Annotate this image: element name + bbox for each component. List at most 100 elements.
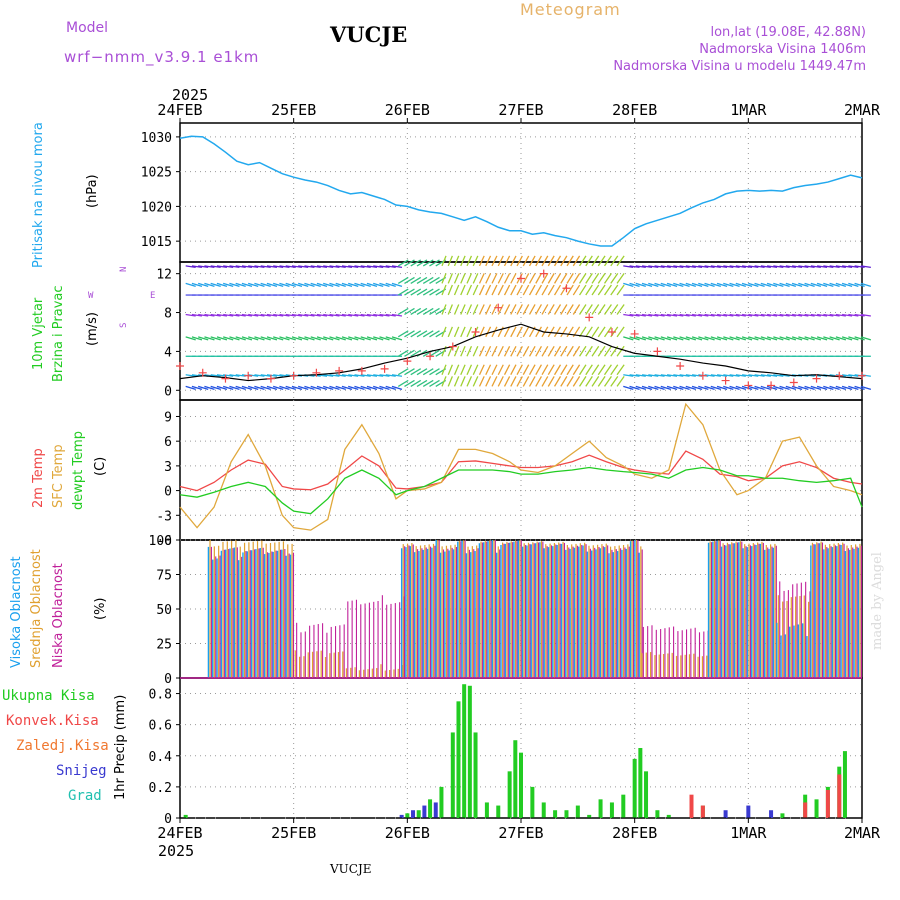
wind-arrow [216, 385, 228, 391]
wind-arrow [185, 282, 196, 288]
wind-arrow [754, 313, 765, 317]
y-tick-label: 1020 [141, 200, 172, 215]
wind-arrow [691, 313, 703, 317]
wind-arrow [453, 304, 460, 315]
wind-arrow [685, 265, 696, 269]
wind-arrow [460, 326, 466, 338]
wind-arrow [741, 374, 753, 377]
wind-arrow [410, 259, 422, 267]
wind-arrow [823, 282, 834, 288]
wind-arrow [404, 330, 415, 338]
wind-arrow [404, 368, 415, 376]
wind-arrow [441, 376, 447, 387]
pressure-unit-label: (hPa) [85, 174, 100, 208]
wind-arrow [716, 385, 728, 391]
wind-arrow [741, 336, 753, 341]
wind-arrow [266, 282, 278, 288]
wind-arrow [472, 376, 479, 387]
wind-arrow [623, 336, 634, 341]
wind-arrow [823, 313, 834, 317]
wind-arrow [673, 282, 684, 288]
wind-arrow [441, 255, 447, 267]
wind-arrow [610, 376, 619, 387]
wind-arrow [666, 385, 678, 391]
wind-arrow [660, 336, 671, 341]
wind-arrow [547, 304, 555, 315]
wind-arrow [860, 313, 871, 317]
wind-arrow [685, 313, 696, 317]
wind-arrow [298, 282, 309, 288]
wind-arrow [641, 282, 653, 288]
wind-arrow [229, 385, 240, 391]
wind-arrow [323, 385, 334, 391]
wind-arrow [241, 282, 253, 288]
wind-arrow [572, 345, 581, 357]
precip-bar [803, 802, 808, 818]
wind-arrow [760, 385, 772, 391]
wind-arrow [629, 385, 640, 391]
y-tick-label: 0.8 [149, 688, 172, 703]
wind-arrow [335, 336, 346, 341]
wind-arrow [491, 255, 498, 267]
wind-arrow [791, 336, 803, 341]
wind-arrow [535, 255, 543, 267]
wind-arrow [760, 265, 771, 269]
wind-arrow [223, 265, 234, 269]
wind-arrow [785, 265, 796, 269]
wind-arrow [835, 336, 847, 341]
x-tick-label-top: 1MAR [730, 101, 767, 119]
wind-arrow [310, 265, 321, 269]
wind-arrow [516, 376, 523, 387]
wind-arrow [848, 385, 859, 391]
wind-arrow [547, 255, 555, 267]
wind-arrow [460, 364, 466, 375]
y-tick-label: 4 [164, 345, 172, 360]
compass-west: W [88, 291, 94, 301]
wind-arrow [397, 349, 409, 357]
wind-arrow [773, 265, 784, 269]
precip-bar [746, 805, 751, 818]
wind-arrow [585, 273, 593, 284]
wind-gust-marker [426, 352, 435, 361]
precip-bar [484, 802, 489, 818]
wind-arrow [216, 265, 228, 269]
wind-arrow [366, 374, 378, 377]
wind-arrow [472, 284, 479, 296]
x-tick-label-bottom: 2MAR [844, 824, 881, 842]
precip-bar [655, 810, 660, 818]
wind-arrow [266, 374, 278, 377]
wind-gust-marker [380, 364, 389, 373]
wind-arrow [723, 336, 734, 341]
precip-unit-label: 1hr Precip (mm) [113, 695, 128, 800]
wind-arrow [841, 385, 853, 391]
wind-arrow [447, 364, 453, 375]
wind-arrow [553, 364, 562, 376]
wind-arrow [623, 385, 634, 391]
wind-arrow [453, 284, 460, 296]
wind-arrow [273, 265, 284, 269]
wind-arrow [729, 313, 740, 317]
wind-arrow [666, 282, 678, 288]
wind-arrow [453, 376, 460, 387]
wind-gust-marker [244, 371, 253, 380]
wind-arrow [723, 385, 734, 391]
wind-arrow [773, 385, 784, 391]
wind-arrow [185, 313, 196, 317]
wind-arrow [641, 313, 653, 317]
x-tick-label-bottom: 1MAR [730, 824, 767, 842]
wind-arrow [191, 385, 203, 391]
wind-arrow [635, 265, 646, 269]
wind-arrow [466, 304, 473, 315]
wind-arrow [679, 385, 690, 391]
wind-arrow [323, 313, 334, 317]
wind-arrow [629, 282, 640, 288]
precip-bar [467, 685, 472, 818]
wind-arrow [610, 255, 619, 267]
precip-bar [632, 758, 637, 818]
x-tick-label-bottom: 26FEB [385, 824, 430, 842]
wind-arrow [291, 336, 303, 341]
wind-arrow [397, 379, 409, 387]
dewpt-temp-label: dewpt Temp [71, 431, 86, 510]
wind-arrow [397, 330, 409, 338]
wind-arrow [429, 288, 440, 296]
